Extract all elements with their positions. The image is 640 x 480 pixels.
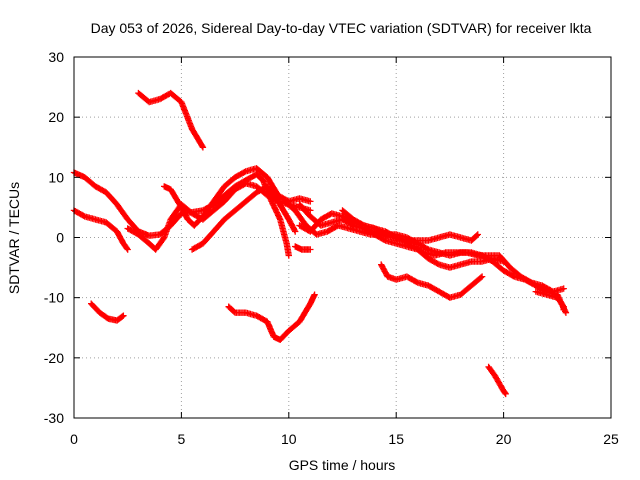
series-arc-7	[88, 300, 127, 324]
x-axis-label: GPS time / hours	[289, 457, 396, 473]
marker-trace	[88, 300, 127, 324]
y-tick-label: 0	[56, 230, 64, 246]
marker-trace	[135, 89, 207, 151]
marker-trace	[188, 183, 299, 253]
marker-trace	[296, 201, 507, 271]
x-tick-label: 25	[603, 431, 619, 447]
y-tick-label: -10	[44, 290, 64, 306]
x-tick-label: 10	[281, 431, 297, 447]
y-tick-label: 30	[48, 49, 64, 65]
y-tick-label: 10	[48, 169, 64, 185]
x-tick-label: 20	[496, 431, 512, 447]
series-arc-11	[296, 201, 507, 271]
x-tick-label: 15	[388, 431, 404, 447]
series-arc-16	[532, 288, 567, 313]
marker-trace	[378, 261, 486, 301]
x-tick-label: 0	[70, 431, 78, 447]
y-tick-label: -30	[44, 410, 64, 426]
ticks: 0 5 10 15 20 25 -30 -20 -10 0 10 20 30	[44, 49, 619, 447]
marker-trace	[485, 363, 509, 398]
series-arc-15	[485, 363, 509, 398]
series-arc-5	[188, 183, 299, 253]
data-points	[70, 89, 570, 398]
marker-trace	[225, 291, 318, 343]
marker-trace	[532, 288, 567, 313]
marker-trace	[292, 243, 314, 253]
series-arc-13	[378, 261, 486, 301]
x-tick-label: 5	[178, 431, 186, 447]
series-arc-8	[225, 291, 318, 343]
grid	[74, 57, 611, 418]
chart-title: Day 053 of 2026, Sidereal Day-to-day VTE…	[91, 20, 592, 36]
series-arc-14	[292, 243, 314, 253]
series-arc-6	[135, 89, 207, 151]
y-tick-label: -20	[44, 350, 64, 366]
y-tick-label: 20	[48, 109, 64, 125]
y-axis-label: SDTVAR / TECUs	[6, 182, 22, 294]
